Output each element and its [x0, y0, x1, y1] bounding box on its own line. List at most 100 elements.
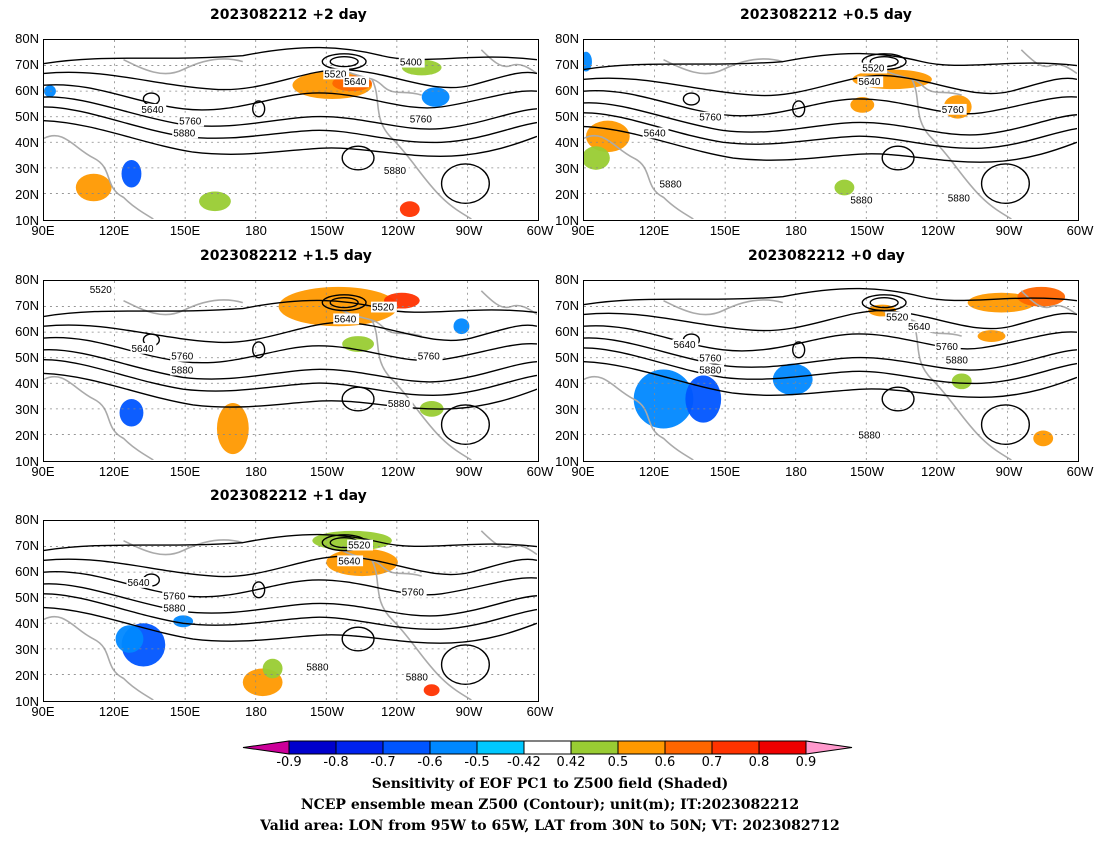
lon-tick-label: 60W — [1066, 464, 1094, 479]
coastline — [123, 539, 244, 556]
lat-tick-label: 40N — [15, 376, 39, 391]
sensitivity-shading — [772, 363, 813, 396]
contour-label: 5640 — [126, 577, 153, 589]
sensitivity-shading — [75, 173, 112, 202]
z500-contour — [44, 96, 537, 130]
sensitivity-shading — [119, 399, 144, 427]
contour-label: 5880 — [382, 164, 409, 177]
sensitivity-shading — [977, 330, 1006, 342]
colorbar-tick-label: -0.42 — [507, 755, 541, 770]
lon-tick-label: 180 — [245, 704, 267, 719]
z500-closed-contour — [980, 404, 1030, 445]
contour-label: 5640 — [672, 339, 699, 351]
z500-contour — [584, 52, 1077, 71]
lat-tick-label: 70N — [555, 298, 579, 313]
lon-tick-label: 150E — [169, 464, 201, 479]
sensitivity-shading — [399, 201, 420, 218]
panel-title: 2023082212 +1 day — [210, 488, 367, 504]
svg-text:5640: 5640 — [334, 314, 357, 325]
z500-contour — [584, 287, 1077, 306]
sensitivity-shading — [173, 615, 194, 628]
colorbar-tick-label: -0.7 — [370, 755, 396, 770]
svg-text:5520: 5520 — [324, 69, 347, 80]
z500-contour — [44, 321, 537, 344]
svg-text:5640: 5640 — [338, 556, 361, 567]
svg-text:5880: 5880 — [163, 604, 186, 615]
lat-tick-label: 50N — [15, 109, 39, 124]
z500-contour — [584, 89, 1077, 117]
coastline — [911, 78, 1012, 219]
contour-label: 5640 — [337, 555, 364, 567]
lon-tick-label: 120W — [381, 223, 415, 238]
colorbar-segment — [382, 740, 431, 755]
lon-tick-label: 90E — [571, 223, 595, 238]
svg-text:5880: 5880 — [948, 193, 971, 204]
contour-label: 5880 — [386, 398, 413, 410]
lat-tick-label: 20N — [555, 187, 579, 202]
contour-label: 5760 — [934, 340, 961, 353]
colorbar-tick-label: 0.7 — [701, 755, 723, 770]
z500-contour — [584, 347, 1077, 385]
colorbar-extension-low — [242, 740, 290, 755]
contour-label: 5760 — [416, 350, 443, 363]
lon-tick-label: 120E — [98, 464, 130, 479]
lon-tick-label: 90E — [571, 464, 595, 479]
z500-closed-contour — [252, 100, 266, 118]
contour-label: 5760 — [408, 113, 435, 126]
coastline — [44, 375, 154, 460]
lat-tick-label: 80N — [15, 272, 39, 287]
lat-tick-label: 20N — [15, 187, 39, 202]
coastline — [480, 530, 537, 556]
lat-tick-label: 60N — [555, 324, 579, 339]
coastline — [44, 134, 154, 219]
coastline — [44, 615, 154, 700]
lon-tick-label: 120E — [638, 464, 670, 479]
contour-label: 5760 — [178, 115, 205, 128]
map-area: 5520 5640 5640 5760 5760 5880 5880 5880 — [583, 39, 1079, 221]
lon-tick-label: 60W — [526, 223, 554, 238]
contour-label: 5880 — [944, 354, 971, 367]
lon-tick-label: 90E — [31, 704, 55, 719]
lat-tick-label: 10N — [15, 454, 39, 469]
z500-closed-contour — [142, 92, 160, 106]
coastline — [371, 319, 472, 460]
z500-closed-contour — [881, 386, 915, 412]
contour-label: 5760 — [940, 103, 967, 116]
lon-tick-label: 180 — [245, 464, 267, 479]
lon-tick-label: 120E — [98, 223, 130, 238]
z500-contour — [584, 360, 1077, 398]
colorbar-segment — [523, 740, 572, 755]
lon-tick-label: 150W — [850, 223, 884, 238]
lat-tick-label: 70N — [15, 298, 39, 313]
z500-closed-contour — [252, 341, 266, 359]
svg-text:5880: 5880 — [406, 672, 429, 683]
contour-label: 5760 — [400, 586, 427, 599]
lat-tick-label: 30N — [15, 402, 39, 417]
colorbar-extension-high — [805, 740, 853, 755]
sensitivity-shading — [685, 375, 722, 423]
coastline — [371, 559, 472, 700]
svg-text:5640: 5640 — [131, 344, 154, 355]
svg-text:5880: 5880 — [699, 365, 722, 376]
contour-label: 5400 — [398, 56, 425, 69]
colorbar-segment — [664, 740, 713, 755]
svg-text:5760: 5760 — [699, 113, 722, 124]
lat-tick-label: 30N — [555, 161, 579, 176]
sensitivity-shading — [633, 369, 694, 429]
colorbar-segment — [570, 740, 619, 755]
coastline — [584, 375, 694, 460]
svg-text:5760: 5760 — [410, 115, 433, 126]
coastline — [881, 68, 962, 96]
z500-contour — [44, 583, 537, 617]
z500-closed-contour — [329, 56, 359, 68]
lon-tick-label: 120E — [98, 704, 130, 719]
colorbar-segment — [429, 740, 478, 755]
contour-label: 5640 — [857, 76, 884, 88]
contour-label: 5520 — [88, 283, 115, 296]
contour-label: 5760 — [698, 111, 725, 124]
coastline — [584, 134, 694, 219]
lon-tick-label: 90W — [455, 223, 483, 238]
panel-title: 2023082212 +2 day — [210, 7, 367, 23]
caption-line-3: Valid area: LON from 95W to 65W, LAT fro… — [260, 818, 840, 834]
lat-tick-label: 50N — [555, 350, 579, 365]
